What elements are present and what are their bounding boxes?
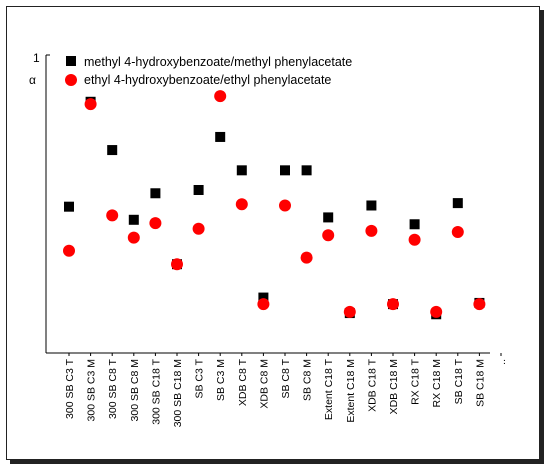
- point-circle-10: [257, 298, 270, 311]
- point-square-12: [301, 165, 312, 176]
- x-tick-label: Extent C18 M: [345, 359, 357, 423]
- point-circle-3: [106, 209, 119, 222]
- legend-marker-square: [66, 56, 76, 66]
- x-tick-label: XDB C8 T: [237, 358, 249, 406]
- point-square-3: [107, 145, 118, 156]
- x-tick-label: SB C8 M: [302, 359, 314, 401]
- x-tick-label: 300 SB C18 M: [172, 359, 184, 427]
- x-tick-label: ..: [496, 359, 508, 365]
- x-tick-label: SB C18 T: [453, 358, 465, 404]
- x-tick-labels: 300 SB C3 T 300 SB C3 M 300 SB C8 T 300 SB …: [64, 358, 508, 427]
- point-circle-2: [84, 98, 97, 111]
- point-circle-13: [322, 229, 335, 242]
- point-square-8: [215, 131, 226, 142]
- x-tick-label: 300 SB C18 T: [150, 358, 162, 424]
- x-tick-label: RX C18 M: [431, 359, 443, 407]
- x-tick-label: 300 SB C3 M: [86, 359, 98, 421]
- point-circle-15: [365, 224, 378, 237]
- x-tick-label: XDB C18 T: [366, 358, 378, 411]
- point-square-9: [236, 165, 247, 176]
- point-circle-20: [473, 298, 486, 311]
- point-circle-5: [149, 217, 162, 230]
- point-circle-16: [387, 298, 399, 311]
- x-tick-label: SB C3 M: [215, 359, 227, 401]
- x-tick-label: 300 SB C8 T: [107, 358, 119, 419]
- x-tick-label: SB C8 T: [280, 358, 292, 398]
- point-circle-7: [192, 222, 205, 235]
- point-circle-12: [300, 251, 313, 264]
- point-circle-11: [279, 199, 291, 212]
- point-square-13: [323, 212, 334, 223]
- x-tick-label: XDB C8 M: [258, 359, 270, 409]
- legend: methyl 4-hydroxybenzoate/methyl phenylac…: [65, 55, 352, 87]
- point-circle-17: [408, 233, 421, 246]
- x-tick-label: Extent C18 T: [323, 358, 335, 420]
- point-circle-9: [235, 198, 248, 211]
- point-circle-19: [451, 226, 464, 239]
- point-circle-18: [430, 305, 443, 318]
- x-tick-label: RX C18 T: [410, 358, 422, 404]
- x-tick-label: 300 SB C3 T: [64, 358, 76, 419]
- point-square-11: [280, 165, 290, 176]
- x-tick-label: 300 SB C8 M: [129, 359, 141, 421]
- point-circle-1: [63, 244, 75, 257]
- x-tick-label: XDB C18 M: [388, 359, 400, 414]
- chart-frame: [6, 6, 540, 460]
- legend-label-ethyl: ethyl 4-hydroxybenzoate/ethyl phenylacet…: [84, 73, 331, 87]
- legend-marker-circle: [65, 74, 77, 86]
- point-square-4: [128, 214, 139, 225]
- y-tick-label-top: 1: [33, 51, 40, 65]
- x-tick-label: SB C3 T: [194, 358, 206, 398]
- point-circle-8: [214, 90, 227, 103]
- axes: [45, 54, 502, 356]
- point-square-19: [452, 198, 463, 209]
- legend-label-methyl: methyl 4-hydroxybenzoate/methyl phenylac…: [84, 55, 352, 69]
- point-square-15: [366, 200, 377, 211]
- point-square-17: [409, 219, 420, 230]
- point-square-5: [150, 188, 161, 199]
- point-square-1: [64, 201, 74, 212]
- point-circle-6: [171, 258, 183, 271]
- point-circle-14: [343, 305, 356, 318]
- point-square-7: [193, 184, 204, 195]
- data-marks: [63, 90, 486, 320]
- point-square-10: [258, 292, 269, 303]
- y-axis-label: α: [29, 73, 36, 87]
- point-circle-4: [127, 231, 140, 244]
- x-tick-label: SB C18 M: [474, 359, 486, 407]
